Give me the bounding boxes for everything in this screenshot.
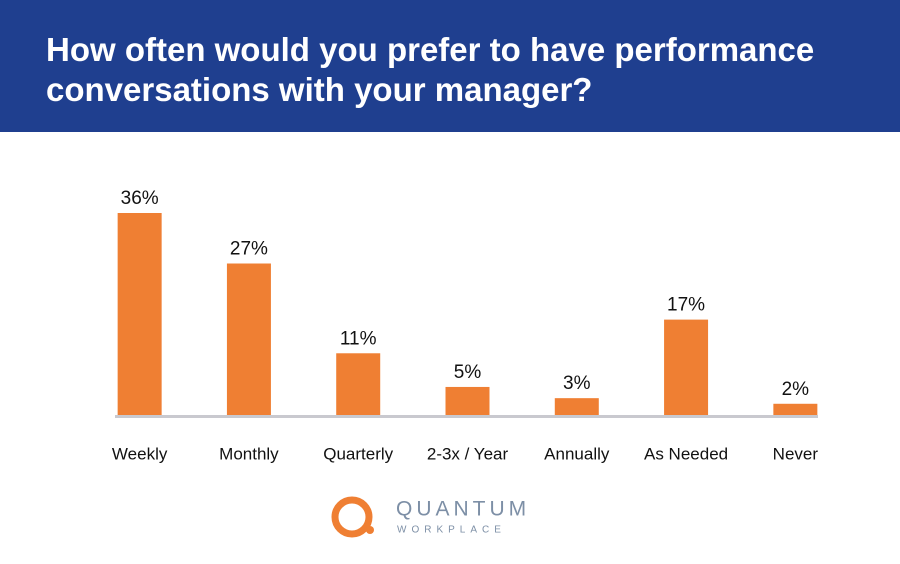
x-tick-label: Never	[773, 444, 819, 463]
logo-dot	[366, 526, 374, 534]
bar	[226, 263, 271, 415]
value-label: 3%	[563, 373, 591, 394]
bar	[445, 386, 490, 415]
value-label: 5%	[454, 362, 482, 383]
x-tick-label: As Needed	[644, 444, 728, 463]
value-label: 27%	[230, 239, 268, 260]
bar	[664, 319, 709, 415]
value-label: 36%	[121, 188, 159, 209]
bar	[773, 403, 818, 415]
bar	[117, 213, 162, 415]
chart-title: How often would you prefer to have perfo…	[46, 31, 815, 108]
x-tick-label: Quarterly	[323, 444, 393, 463]
logo-ring	[331, 496, 373, 538]
x-tick-label: 2-3x / Year	[427, 444, 509, 463]
value-label: 2%	[782, 379, 810, 400]
header: How often would you prefer to have perfo…	[0, 0, 900, 132]
x-tick-label: Annually	[544, 444, 610, 463]
x-tick-label: Weekly	[112, 444, 168, 463]
value-label: 11%	[340, 328, 377, 349]
x-tick-label: Monthly	[219, 444, 279, 463]
logo-subname: WORKPLACE	[397, 525, 506, 536]
bar	[554, 398, 599, 415]
value-label: 17%	[667, 295, 705, 316]
logo-name: QUANTUM	[396, 498, 530, 521]
bar	[336, 353, 381, 415]
